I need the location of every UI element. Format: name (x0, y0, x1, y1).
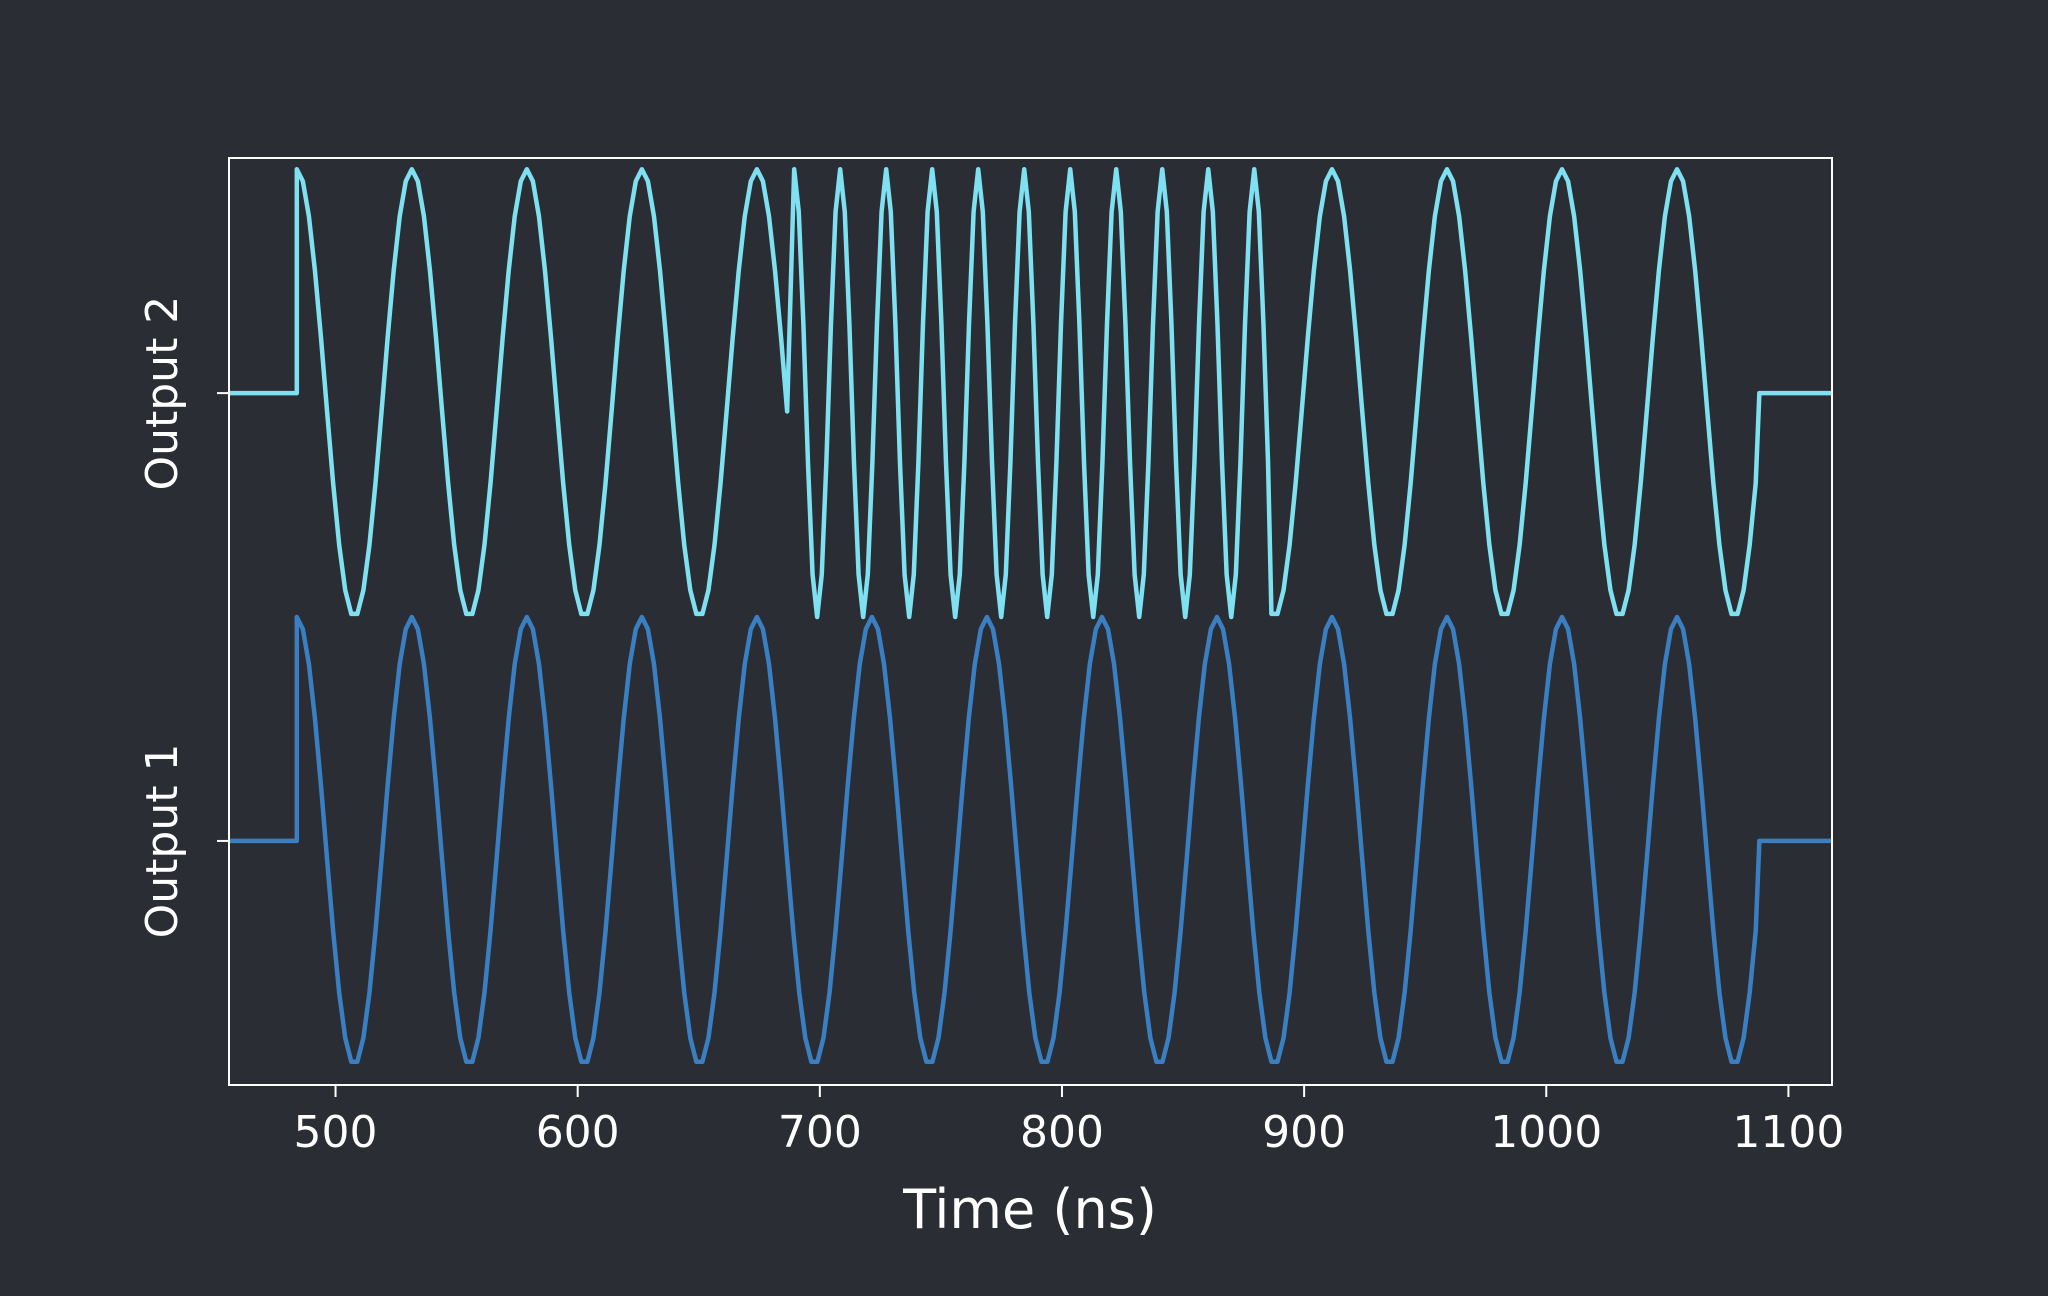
x-axis-label: Time (ns) (902, 1178, 1157, 1241)
x-tick-label: 500 (294, 1107, 378, 1158)
plot-frame (228, 157, 1833, 1086)
signal-line (229, 166, 1832, 620)
x-tick-label: 600 (536, 1107, 620, 1158)
y-tick-label: Output 1 (137, 744, 188, 939)
x-tick-label: 1100 (1732, 1107, 1844, 1158)
x-tick-label: 700 (778, 1107, 862, 1158)
y-tick-label: Output 2 (137, 296, 188, 491)
x-tick-label: 800 (1020, 1107, 1104, 1158)
signal-line (229, 614, 1832, 1064)
x-tick-label: 1000 (1490, 1107, 1602, 1158)
x-tick-label: 900 (1262, 1107, 1346, 1158)
